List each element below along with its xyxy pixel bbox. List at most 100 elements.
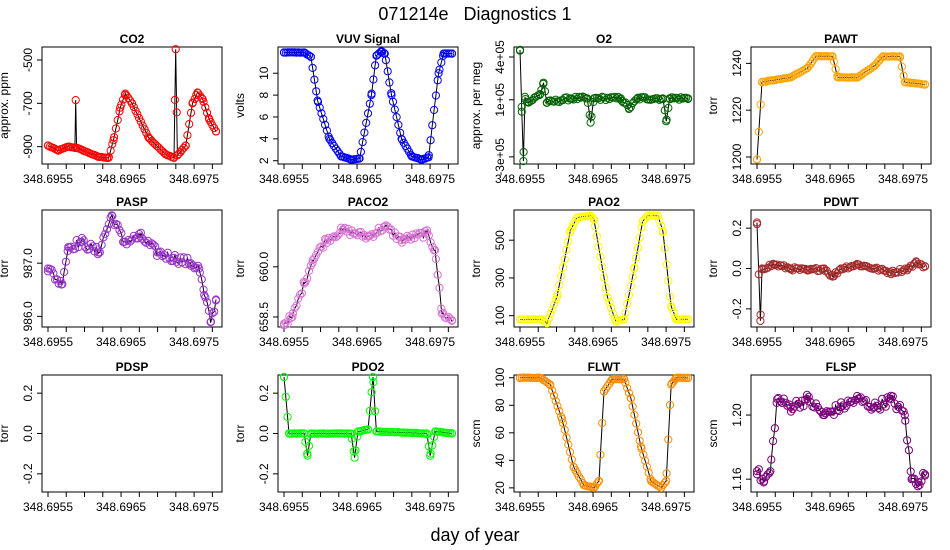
y-tick-label: 0.0 <box>730 260 744 277</box>
data-point <box>203 298 212 307</box>
data-point <box>340 223 349 232</box>
data-point <box>422 430 432 439</box>
data-point <box>322 126 331 135</box>
data-point <box>853 391 862 401</box>
data-point <box>626 281 635 291</box>
data-point <box>596 252 605 261</box>
data-point <box>546 381 555 390</box>
data-point <box>349 447 358 456</box>
x-tick-label: 348.6975 <box>641 335 691 349</box>
data-point <box>446 314 455 323</box>
data-point <box>653 94 662 103</box>
y-tick-label: 100 <box>493 367 507 387</box>
data-point <box>557 414 567 424</box>
data-point <box>127 235 137 244</box>
data-point <box>769 260 778 269</box>
data-point <box>519 147 528 157</box>
data-point <box>428 441 437 450</box>
y-axis-label: sccm <box>469 420 483 448</box>
series-line-pao2 <box>520 214 689 325</box>
data-point <box>586 118 595 127</box>
data-point <box>52 275 62 284</box>
data-point <box>752 220 762 229</box>
data-point <box>901 416 910 425</box>
data-point <box>626 394 636 403</box>
y-tick-label: 60 <box>493 426 507 440</box>
data-point <box>915 481 924 490</box>
data-point <box>828 52 837 61</box>
y-axis-label: approx. ppm <box>0 72 11 139</box>
data-point <box>301 278 310 287</box>
x-tick-label: 348.6975 <box>878 500 928 514</box>
data-point <box>664 435 673 444</box>
x-tick-label: 348.6975 <box>169 500 219 514</box>
data-point <box>351 446 360 455</box>
panel-o2: O2 approx. per meg -3e+05 1e+05 4e+05 348.695… <box>469 32 695 186</box>
data-point <box>683 373 693 382</box>
data-point <box>288 312 297 322</box>
y-axis-label: torr <box>0 259 11 277</box>
data-point <box>47 265 56 274</box>
y-tick-label: -500 <box>21 48 35 72</box>
plot-frame <box>277 46 459 165</box>
data-point <box>666 400 675 410</box>
data-point <box>623 299 632 308</box>
data-point <box>772 398 781 407</box>
data-point <box>632 419 641 428</box>
x-tick-label: 348.6965 <box>568 500 618 514</box>
data-point <box>904 263 914 272</box>
data-point <box>303 451 312 460</box>
data-point <box>371 61 380 70</box>
y-tick-label: 8 <box>257 91 271 98</box>
panel-title-flwt: FLWT <box>588 360 621 374</box>
data-point <box>899 266 908 275</box>
x-tick-label: 348.6965 <box>805 335 855 349</box>
data-point <box>683 94 693 103</box>
data-point <box>58 280 67 289</box>
data-point <box>658 228 668 237</box>
data-point <box>447 49 457 58</box>
data-point <box>553 402 562 411</box>
data-point <box>552 292 562 301</box>
data-point <box>895 400 905 410</box>
data-point <box>560 255 569 264</box>
data-point <box>197 275 206 284</box>
y-tick-label: 100 <box>493 305 507 325</box>
data-point <box>321 120 330 130</box>
data-point <box>542 319 552 328</box>
data-point <box>426 238 435 247</box>
data-point <box>599 273 609 282</box>
plot-frame <box>750 374 932 493</box>
data-point <box>628 402 637 411</box>
data-point <box>641 456 650 465</box>
data-point <box>517 102 526 112</box>
panel-flsp: FLSP sccm 1.16 1.20 348.6955 348.6965 348.6975 <box>706 360 932 514</box>
data-point <box>201 103 210 112</box>
data-point <box>367 89 376 98</box>
data-point <box>142 128 151 137</box>
series-line-pdo2 <box>283 376 453 458</box>
data-point <box>208 309 217 318</box>
panel-title-pawt: PAWT <box>824 32 858 46</box>
data-point <box>583 94 592 103</box>
x-tick-label: 348.6955 <box>259 335 309 349</box>
data-point <box>754 465 763 474</box>
data-point <box>601 283 610 292</box>
data-point <box>592 479 602 488</box>
data-point <box>308 258 317 267</box>
data-point <box>185 120 194 129</box>
data-point <box>61 257 71 266</box>
data-point <box>920 262 930 271</box>
data-point <box>667 93 677 102</box>
data-point <box>537 85 546 95</box>
x-tick-label: 348.6955 <box>495 500 545 514</box>
data-point <box>106 213 115 222</box>
data-point <box>903 436 912 445</box>
data-point <box>281 318 290 327</box>
data-point <box>632 253 641 262</box>
series-line-flwt <box>519 377 689 489</box>
data-point <box>113 116 122 125</box>
data-point <box>558 263 568 272</box>
x-tick-label: 348.6975 <box>641 172 691 186</box>
data-point <box>371 407 380 416</box>
